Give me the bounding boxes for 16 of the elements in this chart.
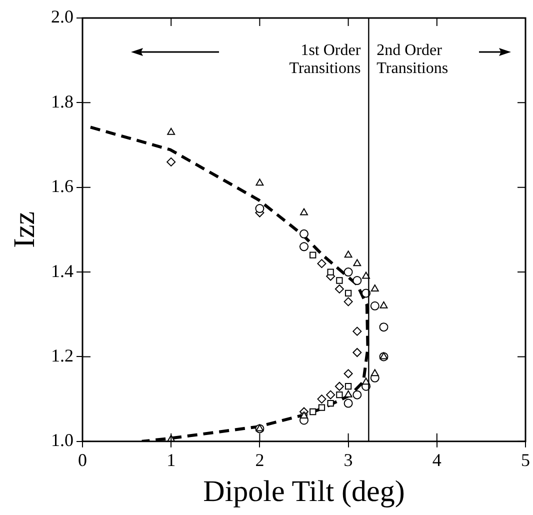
x-tick-label: 3 [344, 450, 353, 470]
y-tick-label: 2.0 [51, 6, 74, 27]
annotation: 1st Order Transitions [288, 42, 361, 78]
x-axis-title: Dipole Tilt (deg) [203, 474, 405, 508]
y-tick-label: 1.6 [51, 176, 74, 196]
x-tick-label: 1 [166, 450, 176, 470]
x-tick-label: 4 [432, 450, 442, 470]
y-axis-title: Izz [8, 211, 41, 248]
x-tick-label: 0 [78, 450, 87, 470]
y-tick-label: 1.2 [51, 345, 74, 366]
y-tick-label: 1.0 [51, 430, 74, 450]
x-tick-label: 2 [255, 450, 264, 470]
annotation: 2nd Order Transitions [376, 42, 450, 78]
y-tick-label: 1.4 [51, 260, 74, 281]
y-tick-label: 1.8 [51, 91, 74, 112]
x-tick-label: 5 [521, 450, 530, 470]
